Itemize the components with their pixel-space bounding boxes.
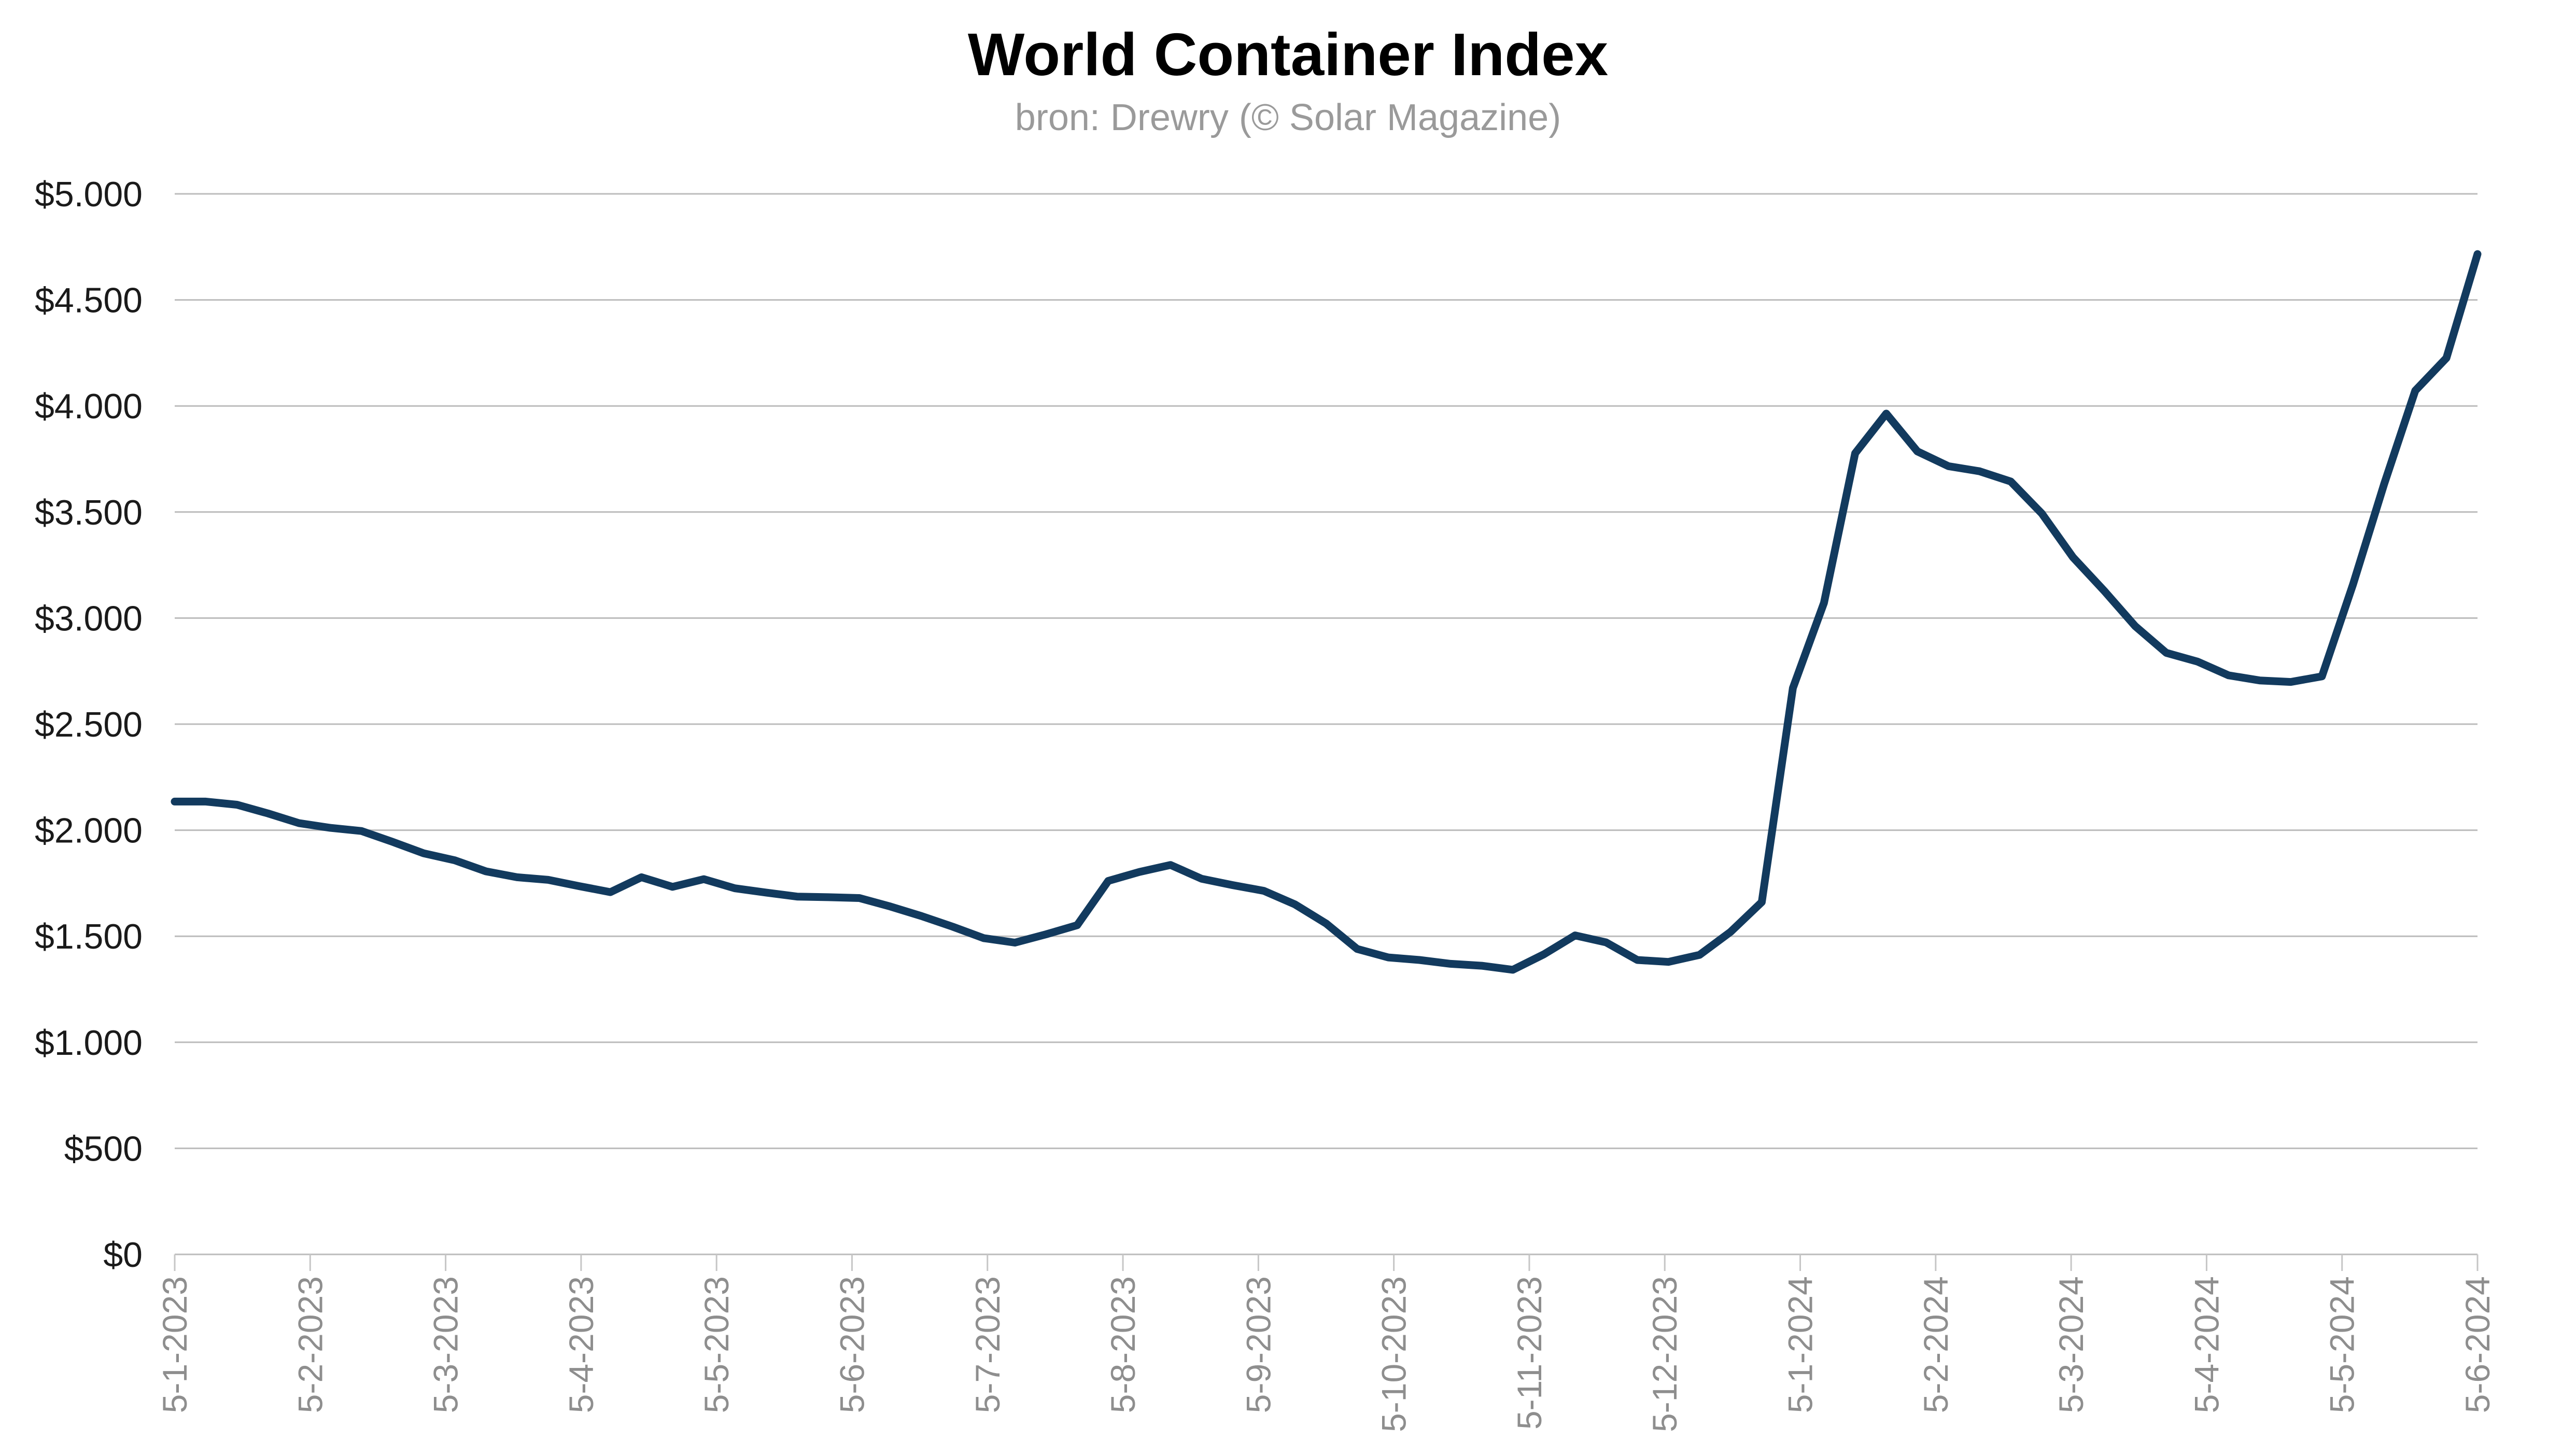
gridlines-group (175, 193, 2478, 1255)
y-axis-tick-label: $4.500 (35, 281, 143, 320)
x-axis-labels-group: 5-1-2023 5-2-2023 5-3-2023 5-4-2023 5-5-2023… (156, 1276, 2497, 1432)
chart-title: World Container Index (967, 21, 1609, 88)
axis-ticks-group (174, 1254, 2479, 1271)
x-axis-tick-label: 5-8-2023 (1104, 1276, 1142, 1413)
x-axis-tick-label: 5-1-2023 (156, 1276, 194, 1413)
y-axis-tick-label: $1.000 (35, 1023, 143, 1063)
x-axis-tick-label: 5-5-2024 (2323, 1276, 2361, 1413)
x-axis-tick-label: 5-3-2023 (427, 1276, 465, 1413)
y-axis-tick-label: $500 (64, 1129, 143, 1168)
y-axis-tick-label: $5.000 (35, 175, 143, 214)
x-axis-tick-label: 5-6-2024 (2458, 1276, 2497, 1413)
y-axis-tick-label: $2.500 (35, 705, 143, 744)
y-axis-tick-label: $0 (103, 1235, 143, 1275)
x-axis-tick-label: 5-6-2023 (833, 1276, 871, 1413)
y-axis-tick-label: $3.000 (35, 599, 143, 638)
chart-subtitle: bron: Drewry (© Solar Magazine) (1015, 97, 1561, 138)
x-axis-tick-label: 5-3-2024 (2052, 1276, 2090, 1413)
y-axis-labels-group: $5.000 $4.500 $4.000 $3.500 $3.000 $2.500 $2.0… (35, 175, 143, 1275)
x-axis-tick-label: 5-5-2023 (697, 1276, 736, 1413)
y-axis-tick-label: $4.000 (35, 387, 143, 426)
x-axis-tick-label: 5-2-2023 (291, 1276, 329, 1413)
x-axis-tick-label: 5-12-2023 (1645, 1276, 1684, 1432)
x-axis-tick-label: 5-9-2023 (1239, 1276, 1277, 1413)
wci-line (171, 250, 2482, 974)
x-axis-tick-label: 5-2-2024 (1917, 1276, 1955, 1413)
x-axis-tick-label: 5-4-2024 (2187, 1276, 2226, 1413)
x-axis-tick-label: 5-11-2023 (1510, 1276, 1549, 1430)
series-group (171, 250, 2482, 974)
x-axis-tick-label: 5-4-2023 (562, 1276, 600, 1413)
x-axis-tick-label: 5-1-2024 (1781, 1276, 1820, 1413)
x-axis-tick-label: 5-7-2023 (968, 1276, 1007, 1413)
y-axis-tick-label: $1.500 (35, 917, 143, 956)
x-axis-tick-label: 5-10-2023 (1375, 1276, 1413, 1432)
y-axis-tick-label: $3.500 (35, 493, 143, 532)
y-axis-tick-label: $2.000 (35, 811, 143, 851)
